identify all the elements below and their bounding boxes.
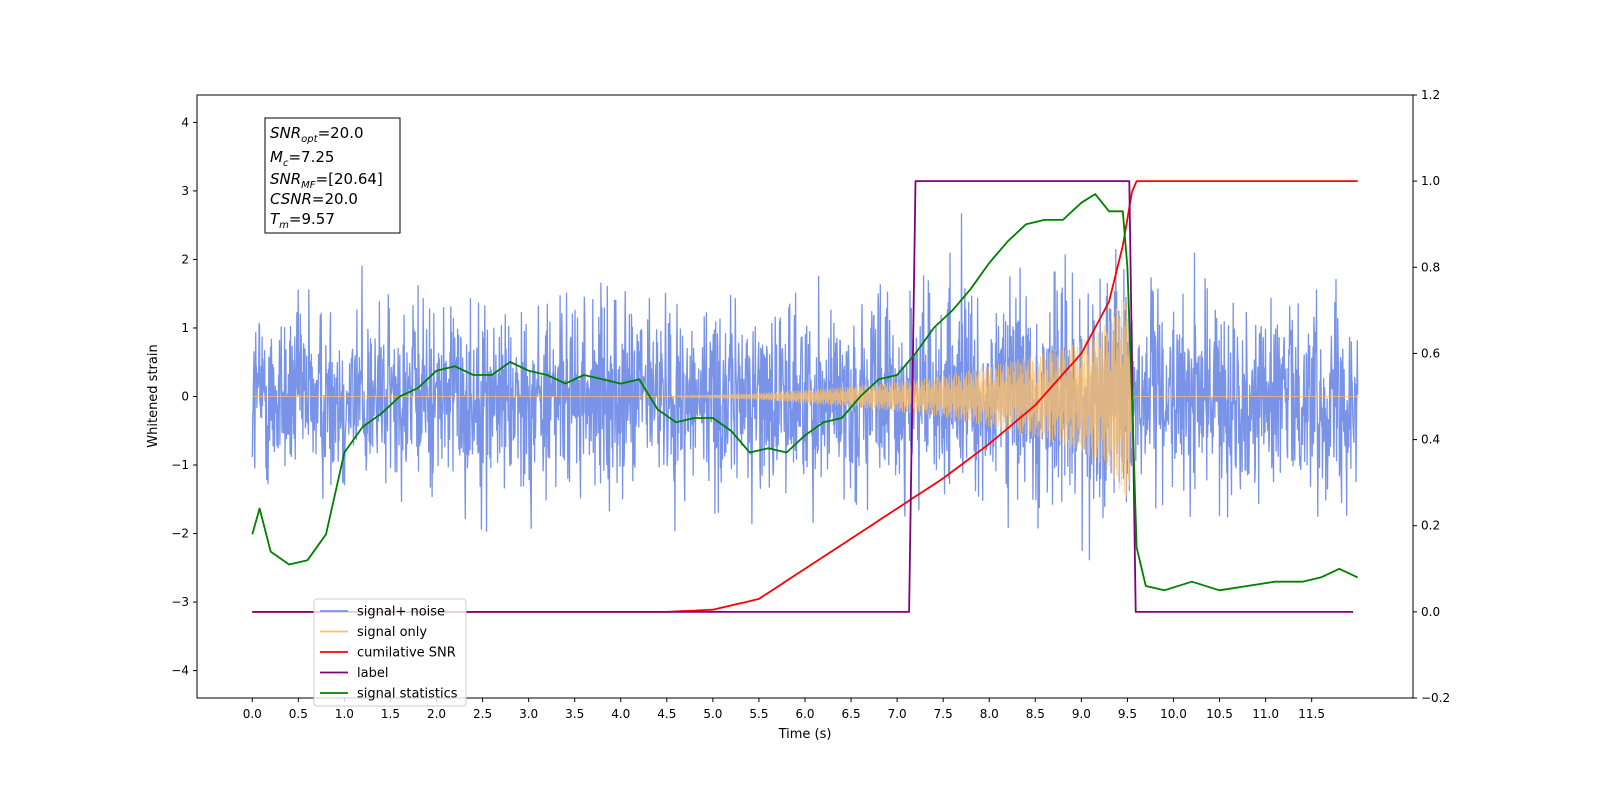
y-right-tick-label: 0.2 — [1421, 519, 1440, 533]
y-axis-left-ticks: 4 3 2 1 0 −1 −2 −3 −4 — [171, 115, 197, 678]
x-axis-label: Time (s) — [778, 727, 832, 742]
svg-text:SNRMF=[20.64]: SNRMF=[20.64] — [270, 170, 383, 191]
x-tick-label: 0.0 — [243, 707, 262, 721]
signal-only-series — [252, 294, 1358, 497]
y-right-tick-label: 1.2 — [1421, 88, 1440, 102]
y-right-tick-label: 0.6 — [1421, 346, 1440, 360]
x-tick-label: 0.5 — [289, 707, 308, 721]
label-line — [252, 180, 1354, 613]
signal-noise-series — [251, 213, 1359, 561]
svg-text:CSNR=20.0: CSNR=20.0 — [270, 190, 358, 208]
legend: signal+ noise signal only cumilative SNR la… — [313, 598, 467, 707]
x-tick-label: 7.0 — [888, 707, 907, 721]
y-left-tick-label: −2 — [171, 527, 189, 541]
x-tick-label: 9.0 — [1072, 707, 1091, 721]
signal-statistics-line — [251, 193, 1359, 592]
x-tick-label: 11.5 — [1298, 707, 1325, 721]
y-axis-label: Whitened strain — [146, 344, 161, 447]
y-left-tick-label: 0 — [181, 390, 189, 404]
y-right-tick-label: 0.4 — [1421, 433, 1440, 447]
svg-text:SNRopt=20.0: SNRopt=20.0 — [270, 124, 364, 145]
x-tick-label: 1.0 — [335, 707, 354, 721]
y-right-tick-label: −0.2 — [1421, 691, 1450, 705]
signal-noise-line — [251, 213, 1359, 561]
x-tick-label: 2.0 — [427, 707, 446, 721]
x-tick-label: 2.5 — [473, 707, 492, 721]
x-tick-label: 3.5 — [565, 707, 584, 721]
legend-label: signal only — [357, 625, 427, 640]
svg-text:Mc=7.25: Mc=7.25 — [270, 148, 334, 169]
legend-label: signal statistics — [357, 687, 458, 702]
y-right-tick-label: 1.0 — [1421, 174, 1440, 188]
x-tick-label: 6.0 — [795, 707, 814, 721]
x-tick-label: 10.0 — [1160, 707, 1187, 721]
x-axis-ticks: 0.0 0.5 1.0 1.5 2.0 2.5 3.0 3.5 4.0 4.5 5.0 5.5 6.0 6… — [243, 698, 1325, 721]
y-left-tick-label: 3 — [181, 184, 189, 198]
y-right-tick-label: 0.0 — [1421, 605, 1440, 619]
legend-label: signal+ noise — [357, 605, 445, 620]
x-tick-label: 3.0 — [519, 707, 538, 721]
legend-label: cumilative SNR — [357, 646, 456, 661]
x-tick-label: 8.5 — [1026, 707, 1045, 721]
y-left-tick-label: −1 — [171, 458, 189, 472]
x-tick-label: 7.5 — [934, 707, 953, 721]
signal-only-line — [252, 294, 1358, 497]
y-axis-right-ticks: 1.2 1.0 0.8 0.6 0.4 0.2 0.0 −0.2 — [1413, 88, 1450, 705]
info-box: SNRopt=20.0 Mc=7.25 SNRMF=[20.64] CSNR=2… — [264, 117, 401, 234]
y-left-tick-label: 2 — [181, 252, 189, 266]
y-left-tick-label: 4 — [181, 115, 189, 129]
y-left-tick-label: −3 — [171, 595, 189, 609]
y-left-tick-label: 1 — [181, 321, 189, 335]
x-tick-label: 5.5 — [749, 707, 768, 721]
x-tick-label: 11.0 — [1252, 707, 1279, 721]
y-left-tick-label: −4 — [171, 664, 189, 678]
x-tick-label: 6.5 — [842, 707, 861, 721]
x-tick-label: 4.0 — [611, 707, 630, 721]
y-right-tick-label: 0.8 — [1421, 260, 1440, 274]
svg-text:Tm=9.57: Tm=9.57 — [270, 210, 335, 231]
legend-label: label — [357, 666, 388, 681]
x-tick-label: 9.5 — [1118, 707, 1137, 721]
x-tick-label: 4.5 — [657, 707, 676, 721]
x-tick-label: 10.5 — [1206, 707, 1233, 721]
x-tick-label: 8.0 — [980, 707, 999, 721]
x-tick-label: 5.0 — [703, 707, 722, 721]
x-tick-label: 1.5 — [381, 707, 400, 721]
